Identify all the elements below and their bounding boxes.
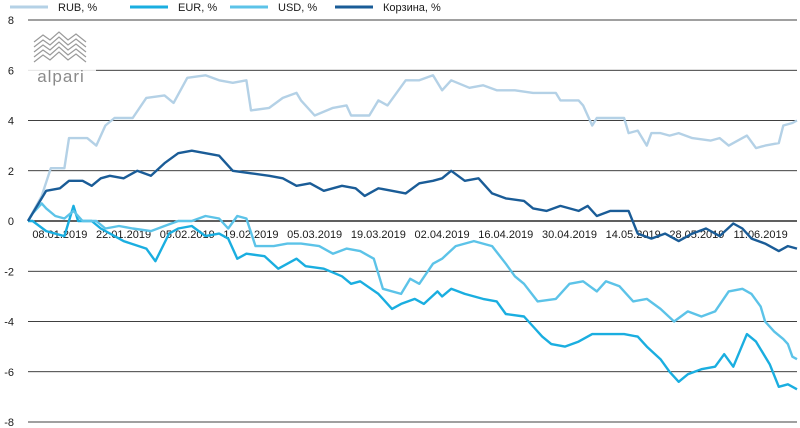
x-tick-label: 05.03.2019 bbox=[287, 229, 342, 241]
x-tick-label: 30.04.2019 bbox=[542, 229, 597, 241]
x-tick-label: 22.01.2019 bbox=[96, 229, 151, 241]
series-line-3 bbox=[26, 202, 798, 361]
y-tick-label: 0 bbox=[8, 216, 14, 228]
series-line-4 bbox=[26, 149, 798, 253]
y-tick-label: -8 bbox=[4, 417, 14, 428]
y-tick-label: -2 bbox=[4, 266, 14, 278]
series-line-2 bbox=[28, 204, 798, 391]
legend-label: EUR, % bbox=[178, 2, 217, 14]
x-tick-label: 02.04.2019 bbox=[415, 229, 470, 241]
y-tick-label: 2 bbox=[8, 166, 14, 178]
legend-label: Корзина, % bbox=[383, 2, 441, 14]
x-tick-label: 19.03.2019 bbox=[351, 229, 406, 241]
x-tick-label: 11.06.2019 bbox=[733, 229, 787, 241]
series-line-1 bbox=[26, 74, 798, 222]
y-tick-label: 4 bbox=[8, 116, 14, 128]
x-tick-label: 16.04.2019 bbox=[478, 229, 533, 241]
legend: RUB, % EUR, % USD, % Корзина, % bbox=[10, 2, 441, 14]
logo-mountains-icon bbox=[33, 31, 87, 63]
alpari-logo: alpari bbox=[26, 28, 96, 90]
y-tick-label: -6 bbox=[4, 367, 14, 379]
logo-text: alpari bbox=[37, 67, 85, 86]
legend-label: USD, % bbox=[278, 2, 317, 14]
y-tick-label: 6 bbox=[8, 65, 14, 77]
legend-label: RUB, % bbox=[58, 2, 97, 14]
y-axis-ticks: -8 -6 -4 -2 0 2 4 6 8 bbox=[4, 15, 14, 428]
y-tick-label: 8 bbox=[8, 15, 14, 27]
x-axis-ticks: 08.01.2019 22.01.2019 05.02.2019 19.02.2019… bbox=[32, 229, 787, 241]
series-lines bbox=[26, 74, 798, 391]
y-tick-label: -4 bbox=[4, 317, 14, 329]
